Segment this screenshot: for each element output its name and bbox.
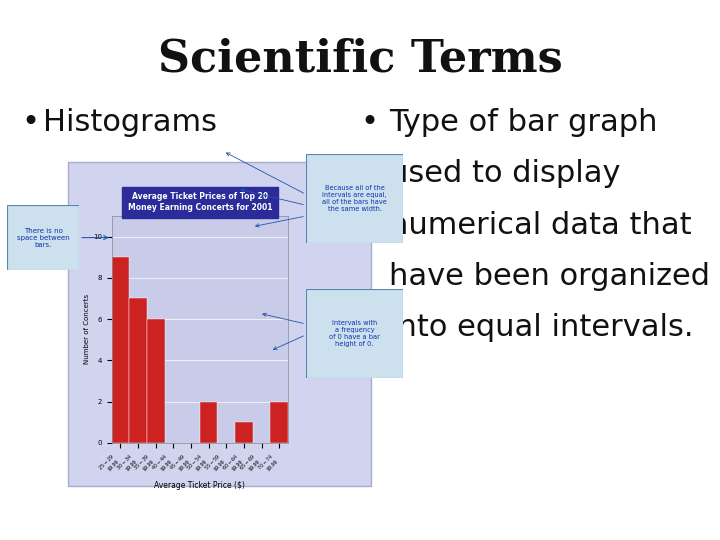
Bar [271, 402, 288, 443]
Text: Histograms: Histograms [43, 108, 217, 137]
Text: •: • [22, 108, 40, 137]
Text: •: • [360, 108, 378, 137]
Text: There is no
space between
bars.: There is no space between bars. [17, 227, 70, 248]
Text: Because all of the
intervals are equal,
all of the bars have
the same width.: Because all of the intervals are equal, … [322, 185, 387, 212]
Y-axis label: Number of Concerts: Number of Concerts [84, 294, 90, 364]
Bar [112, 257, 130, 443]
X-axis label: Average Ticket Price ($): Average Ticket Price ($) [154, 481, 246, 490]
Text: Type of bar graph: Type of bar graph [389, 108, 657, 137]
Bar [147, 319, 164, 443]
FancyBboxPatch shape [68, 162, 371, 486]
FancyBboxPatch shape [306, 154, 403, 243]
Bar [130, 299, 147, 443]
Text: numerical data that: numerical data that [389, 211, 691, 240]
Bar [199, 402, 217, 443]
FancyBboxPatch shape [7, 205, 79, 270]
Title: Average Ticket Prices of Top 20
Money Earning Concerts for 2001: Average Ticket Prices of Top 20 Money Ea… [127, 192, 272, 212]
Text: have been organized: have been organized [389, 262, 710, 291]
Text: into equal intervals.: into equal intervals. [389, 313, 693, 342]
Text: Intervals with
a frequency
of 0 have a bar
height of 0.: Intervals with a frequency of 0 have a b… [329, 320, 380, 347]
Bar [235, 422, 253, 443]
Text: Scientific Terms: Scientific Terms [158, 38, 562, 81]
FancyBboxPatch shape [306, 289, 403, 378]
Text: used to display: used to display [389, 159, 621, 188]
